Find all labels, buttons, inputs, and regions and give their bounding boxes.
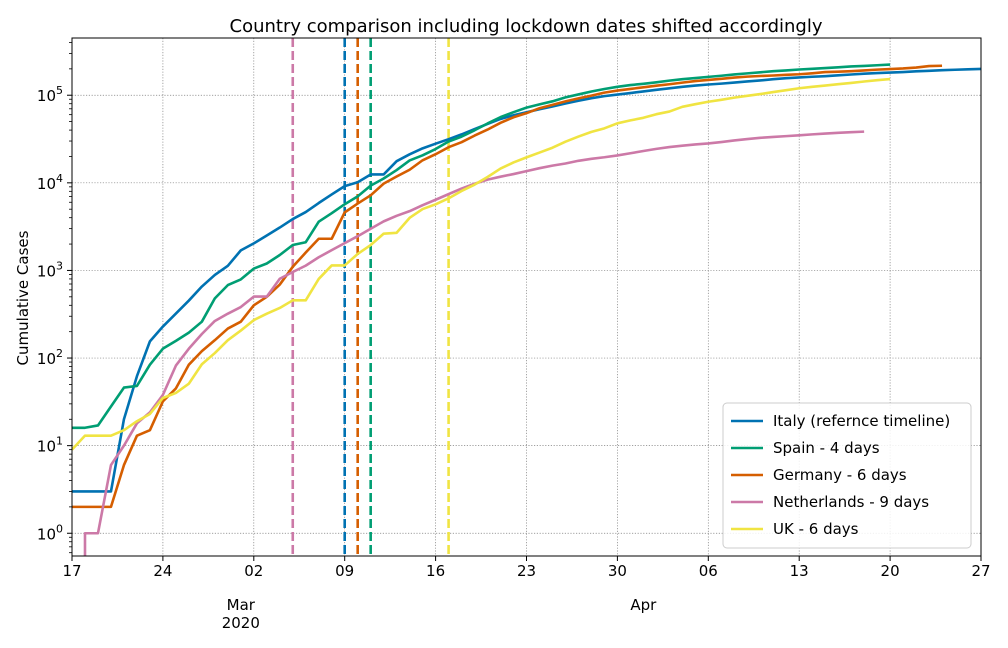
x-tick-label: 16	[426, 562, 445, 580]
y-tick-label: 100	[37, 522, 63, 543]
legend-entry: Germany - 6 days	[773, 466, 907, 484]
legend-entry: Italy (refernce timeline)	[773, 412, 950, 430]
x-tick-label: 24	[153, 562, 172, 580]
x-year-label: 2020	[222, 614, 260, 632]
legend-entry: UK - 6 days	[773, 520, 859, 538]
x-month-label: Apr	[630, 596, 657, 614]
legend-entry: Netherlands - 9 days	[773, 493, 929, 511]
data-series	[72, 63, 981, 556]
y-tick-label: 104	[37, 172, 63, 193]
x-tick-label: 13	[790, 562, 809, 580]
y-tick-label: 102	[37, 347, 63, 368]
legend: Italy (refernce timeline) Spain - 4 days G…	[722, 402, 972, 549]
x-month-label: Mar	[227, 596, 256, 614]
series-line	[83, 130, 865, 556]
legend-box	[722, 402, 972, 549]
y-tick-label: 101	[37, 435, 63, 456]
chart-title: Country comparison including lockdown da…	[230, 16, 823, 37]
y-axis-ticks: 100 101 102 103 104 105	[37, 42, 72, 554]
x-tick-label: 23	[517, 562, 536, 580]
series-line	[72, 64, 943, 509]
x-tick-label: 06	[699, 562, 718, 580]
y-tick-label: 103	[37, 259, 63, 280]
legend-entry: Spain - 4 days	[773, 439, 880, 457]
x-tick-label: 09	[335, 562, 354, 580]
x-tick-label: 17	[62, 562, 81, 580]
x-tick-label: 02	[244, 562, 263, 580]
x-tick-label: 30	[608, 562, 627, 580]
x-tick-label: 20	[881, 562, 900, 580]
series-line	[72, 63, 891, 430]
y-tick-label: 105	[37, 84, 63, 105]
series-line	[72, 77, 891, 451]
x-tick-label: 27	[971, 562, 990, 580]
lockdown-lines	[291, 38, 450, 556]
y-axis-label: Cumulative Cases	[14, 230, 32, 365]
